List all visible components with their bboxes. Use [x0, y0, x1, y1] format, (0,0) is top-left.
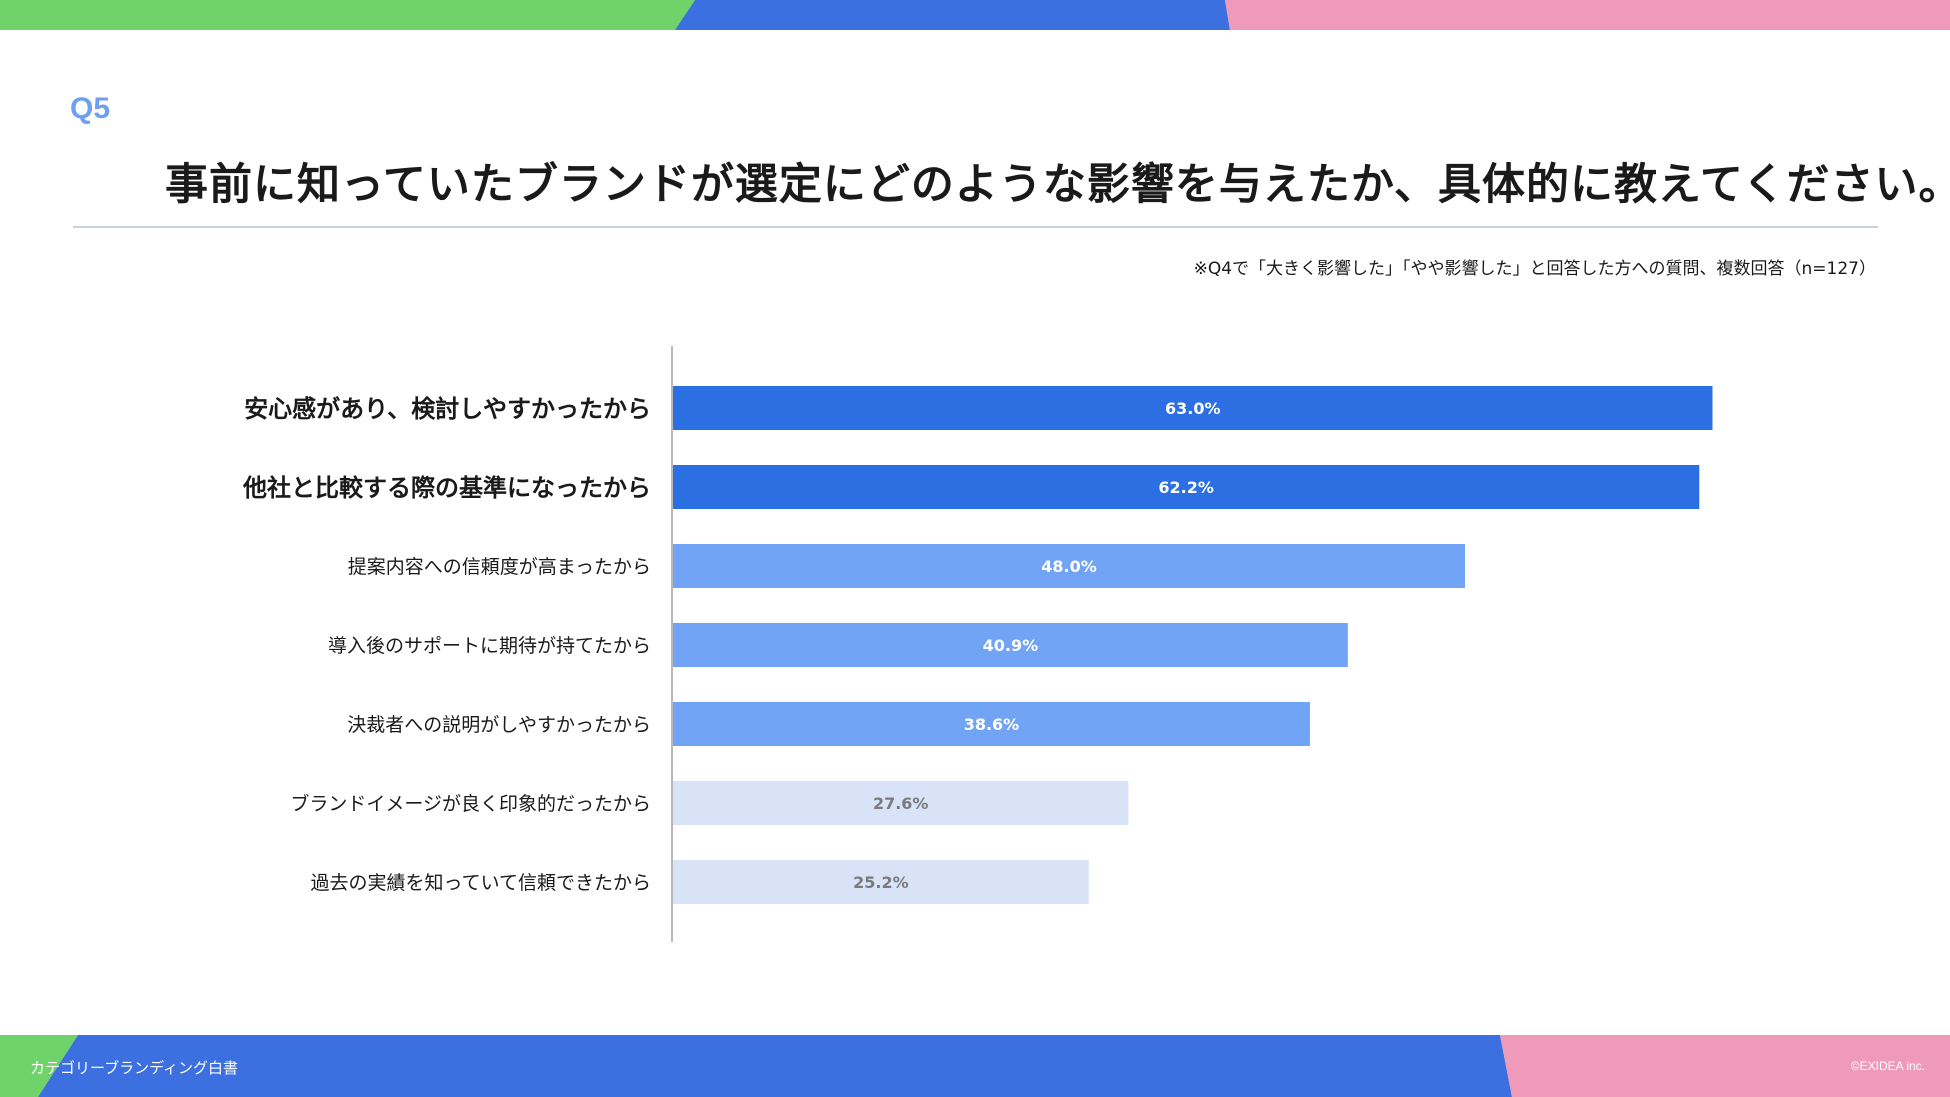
bar-value-label: 48.0%	[1041, 557, 1097, 576]
bar-chart: 63.0% 安心感があり、検討しやすかったから 62.2% 他社と比較する際の基準にな…	[0, 340, 1950, 950]
bottom-decorative-band	[0, 1035, 1950, 1097]
bar-chart-svg: 63.0% 安心感があり、検討しやすかったから 62.2% 他社と比較する際の基準にな…	[242, 346, 1713, 942]
category-label: ブランドイメージが良く印象的だったから	[290, 792, 651, 815]
bar-value-label: 62.2%	[1158, 478, 1214, 497]
top-band-green	[0, 0, 695, 30]
bar-value-label: 27.6%	[873, 794, 929, 813]
bar-value-label: 25.2%	[853, 873, 909, 892]
bottom-band-pink	[1500, 1035, 1950, 1097]
bar	[673, 702, 1310, 746]
category-label: 他社と比較する際の基準になったから	[242, 474, 651, 502]
bar	[673, 544, 1465, 588]
bar	[673, 623, 1348, 667]
bar-value-label: 63.0%	[1165, 399, 1221, 418]
question-title: 事前に知っていたブランドが選定にどのような影響を与えたか、具体的に教えてください…	[165, 160, 1950, 210]
question-number: Q5	[70, 92, 111, 125]
category-label: 過去の実績を知っていて信頼できたから	[311, 872, 651, 894]
category-label: 提案内容への信頼度が高まったから	[348, 556, 651, 578]
footer-copyright: ©EXIDEA inc.	[1850, 1059, 1925, 1073]
footer-title: カテゴリーブランディング白書	[30, 1059, 239, 1077]
respondent-note: ※Q4で「大きく影響した」「やや影響した」と回答した方への質問、複数回答（n=1…	[1193, 259, 1876, 279]
category-label: 決裁者への説明がしやすかったから	[347, 714, 651, 736]
bar	[673, 465, 1700, 509]
bar	[673, 781, 1129, 825]
top-band-graphic	[0, 0, 1950, 30]
category-label: 安心感があり、検討しやすかったから	[244, 395, 651, 423]
top-band-blue	[675, 0, 1230, 30]
bottom-band-graphic	[0, 1035, 1950, 1097]
bar	[673, 386, 1713, 430]
top-band-pink	[1225, 0, 1950, 30]
bar	[673, 860, 1089, 904]
bar-value-label: 40.9%	[983, 636, 1039, 655]
bar-value-label: 38.6%	[964, 715, 1020, 734]
bottom-band-blue	[38, 1035, 1512, 1097]
top-decorative-band	[0, 0, 1950, 30]
title-divider	[73, 226, 1878, 228]
bottom-band-green	[0, 1035, 78, 1097]
category-label: 導入後のサポートに期待が持てたから	[328, 635, 651, 657]
